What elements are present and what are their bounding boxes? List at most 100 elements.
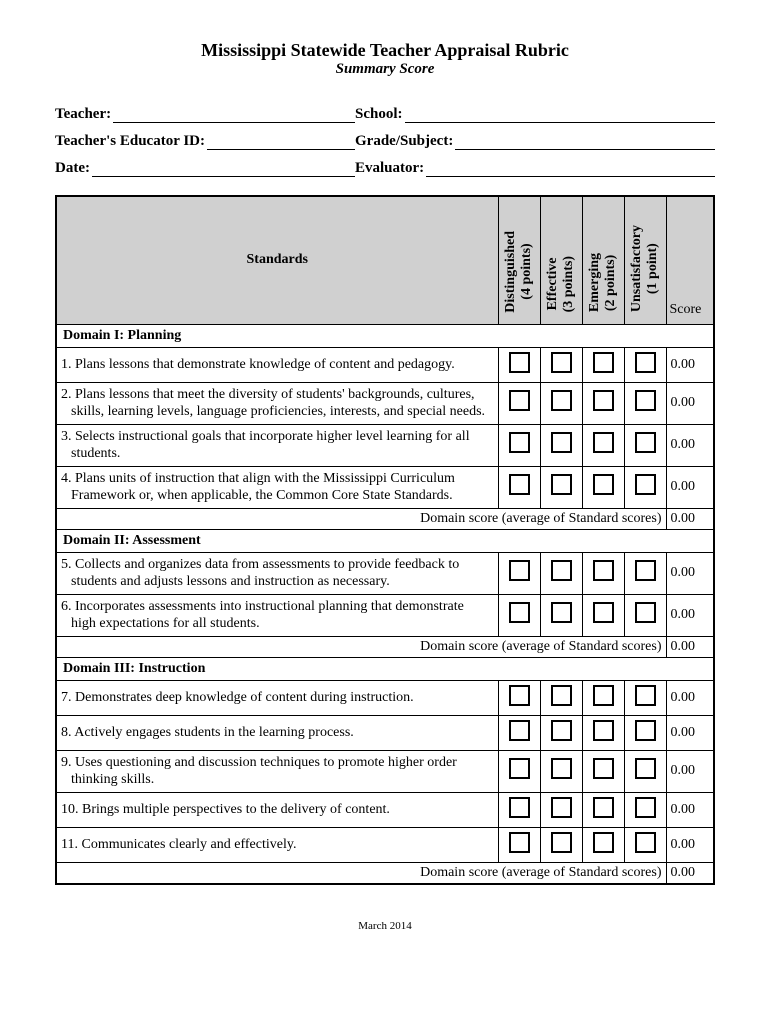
rating-checkbox-cell [582, 827, 624, 862]
rating-checkbox[interactable] [509, 352, 530, 373]
rating-checkbox-cell [540, 792, 582, 827]
domain-score-label: Domain score (average of Standard scores… [56, 508, 666, 529]
rating-checkbox[interactable] [551, 720, 572, 741]
rating-checkbox[interactable] [551, 560, 572, 581]
rating-checkbox[interactable] [551, 432, 572, 453]
rating-checkbox[interactable] [635, 797, 656, 818]
rating-checkbox-cell [582, 552, 624, 594]
rating-checkbox[interactable] [593, 560, 614, 581]
standard-text: 5. Collects and organizes data from asse… [56, 552, 498, 594]
rating-checkbox[interactable] [635, 352, 656, 373]
rating-checkbox[interactable] [551, 390, 572, 411]
standard-text: 1. Plans lessons that demonstrate knowle… [56, 347, 498, 382]
rating-checkbox-cell [624, 750, 666, 792]
rating-checkbox[interactable] [593, 832, 614, 853]
rating-checkbox-cell [624, 424, 666, 466]
rating-checkbox[interactable] [551, 797, 572, 818]
rating-checkbox[interactable] [593, 352, 614, 373]
rating-checkbox[interactable] [593, 602, 614, 623]
evaluator-input-line[interactable] [426, 161, 715, 177]
domain-score-value: 0.00 [666, 636, 714, 657]
rating-checkbox-cell [498, 424, 540, 466]
rating-header-distinguished: Distinguished(4 points) [498, 196, 540, 324]
grade-subject-input-line[interactable] [455, 134, 715, 150]
date-label: Date: [55, 160, 90, 177]
standard-text: 6. Incorporates assessments into instruc… [56, 594, 498, 636]
rating-checkbox[interactable] [551, 758, 572, 779]
rating-checkbox[interactable] [509, 474, 530, 495]
rating-checkbox[interactable] [551, 602, 572, 623]
teacher-label: Teacher: [55, 106, 111, 123]
rating-checkbox[interactable] [635, 602, 656, 623]
rating-checkbox[interactable] [509, 832, 530, 853]
rating-checkbox[interactable] [509, 560, 530, 581]
rating-checkbox-cell [582, 750, 624, 792]
rating-checkbox[interactable] [635, 560, 656, 581]
school-label: School: [355, 106, 403, 123]
rating-checkbox[interactable] [509, 720, 530, 741]
rating-checkbox-cell [624, 827, 666, 862]
rating-checkbox[interactable] [593, 432, 614, 453]
domain-header: Domain I: Planning [56, 324, 714, 347]
rating-checkbox[interactable] [635, 832, 656, 853]
standard-text: 8. Actively engages students in the lear… [56, 715, 498, 750]
teacher-input-line[interactable] [113, 107, 355, 123]
grade-subject-field: Grade/Subject: [355, 133, 715, 150]
rating-checkbox[interactable] [509, 432, 530, 453]
rating-checkbox[interactable] [593, 758, 614, 779]
rating-checkbox[interactable] [509, 390, 530, 411]
rating-checkbox-cell [624, 382, 666, 424]
rating-checkbox-cell [498, 594, 540, 636]
standard-score: 0.00 [666, 715, 714, 750]
rating-checkbox-cell [582, 792, 624, 827]
standard-score: 0.00 [666, 466, 714, 508]
standard-text: 9. Uses questioning and discussion techn… [56, 750, 498, 792]
rating-checkbox[interactable] [551, 685, 572, 706]
rating-checkbox[interactable] [593, 720, 614, 741]
rating-checkbox-cell [582, 382, 624, 424]
rating-checkbox-cell [582, 715, 624, 750]
standard-score: 0.00 [666, 594, 714, 636]
rating-header-emerging: Emerging(2 points) [582, 196, 624, 324]
rating-checkbox[interactable] [593, 797, 614, 818]
rating-checkbox-cell [498, 827, 540, 862]
rating-checkbox[interactable] [593, 685, 614, 706]
standard-score: 0.00 [666, 680, 714, 715]
standard-text: 3. Selects instructional goals that inco… [56, 424, 498, 466]
school-input-line[interactable] [405, 107, 715, 123]
rating-checkbox[interactable] [551, 832, 572, 853]
rating-checkbox-cell [582, 424, 624, 466]
teacher-field: Teacher: [55, 106, 355, 123]
rating-checkbox[interactable] [509, 797, 530, 818]
domain-header: Domain III: Instruction [56, 657, 714, 680]
rating-checkbox-cell [582, 347, 624, 382]
rating-checkbox[interactable] [551, 474, 572, 495]
rating-checkbox[interactable] [635, 432, 656, 453]
rating-checkbox-cell [540, 594, 582, 636]
rating-checkbox[interactable] [509, 685, 530, 706]
standard-score: 0.00 [666, 424, 714, 466]
rating-checkbox[interactable] [593, 474, 614, 495]
rating-checkbox[interactable] [635, 390, 656, 411]
rating-checkbox[interactable] [509, 602, 530, 623]
rubric-table: Standards Distinguished(4 points) Effect… [55, 195, 715, 885]
standard-text: 7. Demonstrates deep knowledge of conten… [56, 680, 498, 715]
standard-score: 0.00 [666, 347, 714, 382]
rating-checkbox[interactable] [509, 758, 530, 779]
rating-checkbox-cell [498, 382, 540, 424]
rating-checkbox[interactable] [635, 720, 656, 741]
educator-id-input-line[interactable] [207, 134, 355, 150]
rating-checkbox[interactable] [551, 352, 572, 373]
grade-subject-label: Grade/Subject: [355, 133, 453, 150]
rating-checkbox[interactable] [593, 390, 614, 411]
rating-checkbox-cell [540, 347, 582, 382]
rating-checkbox[interactable] [635, 685, 656, 706]
rating-checkbox[interactable] [635, 758, 656, 779]
rating-checkbox-cell [498, 552, 540, 594]
rating-checkbox-cell [540, 382, 582, 424]
page-title: Mississippi Statewide Teacher Appraisal … [55, 40, 715, 61]
rating-header-effective: Effective(3 points) [540, 196, 582, 324]
rating-checkbox[interactable] [635, 474, 656, 495]
date-input-line[interactable] [92, 161, 355, 177]
rating-checkbox-cell [498, 750, 540, 792]
